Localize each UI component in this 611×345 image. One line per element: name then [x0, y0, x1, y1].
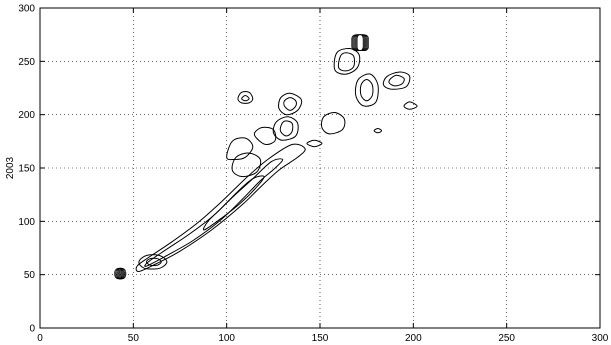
x-tick-label: 250 [498, 333, 515, 344]
contour-main-ridge-inner-2 [202, 175, 265, 231]
y-tick-label: 250 [18, 57, 35, 68]
contour-blob-105-170 [226, 137, 254, 161]
x-tick-label: 300 [592, 333, 609, 344]
x-tick-label: 0 [37, 333, 43, 344]
y-tick-label: 50 [24, 270, 36, 281]
y-tick-label: 150 [18, 164, 35, 175]
x-tick-label: 100 [218, 333, 235, 344]
contour-peak-60 [138, 254, 168, 270]
contour-line [356, 34, 364, 52]
contour-blob-175-225 [354, 73, 379, 107]
y-tick-label: 200 [18, 110, 35, 121]
contour-blob-198-208 [403, 101, 418, 110]
contour-blob-157-192 [320, 111, 346, 135]
y-axis-label: 2003 [5, 156, 16, 179]
contour-blob-180-185 [373, 127, 383, 134]
x-tick-label: 50 [128, 333, 140, 344]
y-tick-label: 100 [18, 217, 35, 228]
contour-peak-60-inner [145, 257, 162, 266]
contour-blob-163-250-inner [337, 52, 355, 72]
x-tick-labels: 0 50 100 150 200 250 300 [37, 333, 609, 344]
contour-blob-108-155 [231, 152, 262, 178]
contour-blob-147-173 [306, 139, 323, 148]
contour-blob-133-212-inner [283, 97, 297, 111]
contour-blob-190-230-inner [388, 74, 405, 87]
contour-main-ridge [135, 143, 306, 273]
contour-blob-110-217 [237, 90, 254, 104]
plot-frame [39, 7, 601, 329]
contour-block-170-268 [351, 34, 369, 52]
contour-line [119, 267, 122, 280]
contour-blob-132-190 [272, 116, 299, 141]
contour-blob-110-217-inner [241, 94, 250, 102]
contour-main-ridge-inner-1 [144, 158, 284, 267]
contour-blob-190-230 [382, 71, 411, 90]
y-tick-label: 0 [29, 324, 35, 335]
contour-lines [114, 34, 418, 280]
y-tick-labels: 0 50 100 150 200 250 300 [18, 4, 35, 335]
contour-blob-132-190-inner [279, 120, 294, 137]
contour-blob-163-250 [333, 47, 361, 75]
contour-blob-175-225-inner [359, 78, 374, 102]
contour-block-45-48 [114, 267, 127, 280]
x-tick-label: 200 [405, 333, 422, 344]
x-tick-label: 150 [312, 333, 329, 344]
contour-blob-133-212 [278, 92, 303, 116]
y-tick-label: 300 [18, 4, 35, 15]
